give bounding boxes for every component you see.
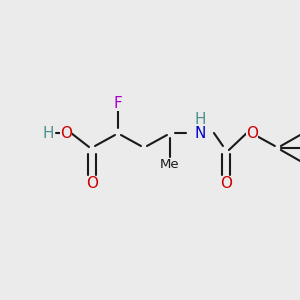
Text: O: O [246, 125, 258, 140]
Text: F: F [114, 95, 122, 110]
Text: N: N [194, 125, 206, 140]
Text: O: O [220, 176, 232, 190]
Text: O: O [86, 176, 98, 190]
Text: H: H [194, 112, 206, 127]
Text: O: O [60, 125, 72, 140]
Text: Me: Me [160, 158, 180, 172]
Text: H: H [42, 125, 54, 140]
